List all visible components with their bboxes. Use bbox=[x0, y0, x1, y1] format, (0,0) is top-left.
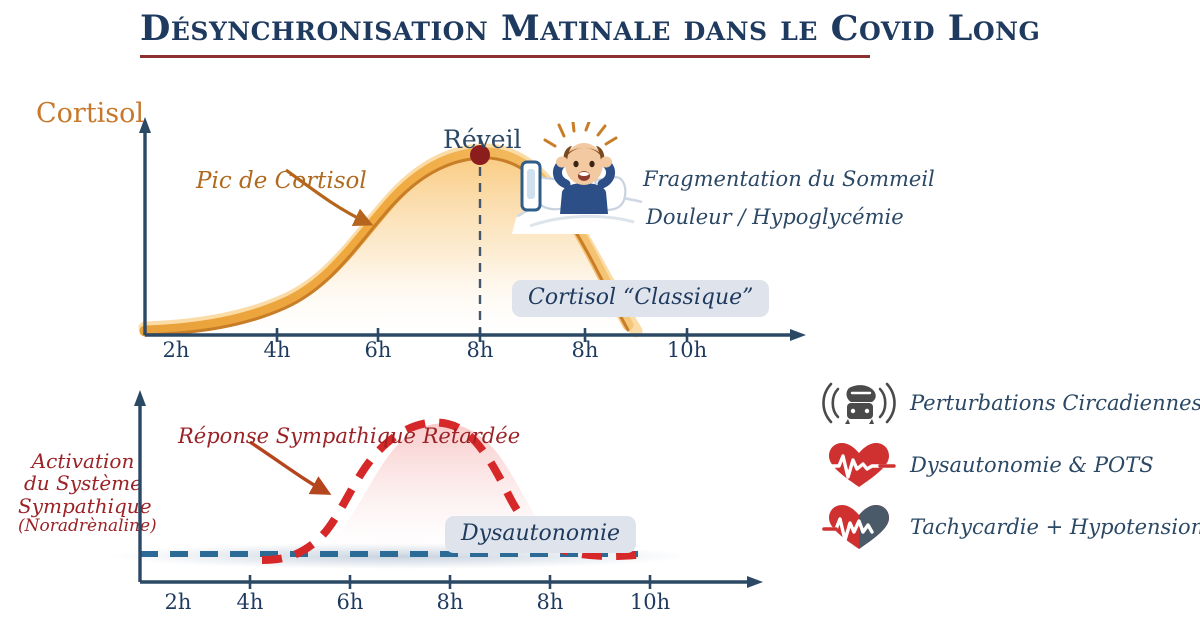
heart-ecg-icon bbox=[820, 439, 898, 491]
heart-two-tone-ecg-icon bbox=[820, 501, 898, 553]
sympathique-y-axis-arrowhead bbox=[134, 390, 146, 406]
sympathique-tick-label-3: 8h bbox=[436, 590, 464, 614]
reveil-annotation: Réveil bbox=[443, 125, 522, 154]
cortisol-x-axis-arrowhead bbox=[790, 329, 806, 341]
legend-label-circadien: Perturbations Circadiennes bbox=[910, 391, 1200, 415]
cortisol-area-fill bbox=[145, 154, 628, 333]
cortisol-x-ticks bbox=[275, 328, 689, 342]
awake-person-in-bed-icon bbox=[512, 122, 644, 234]
title-block: Désynchronisation Matinale dans le Covid… bbox=[140, 8, 1041, 58]
sympathique-x-axis-arrowhead bbox=[747, 576, 763, 588]
reveil-peak-marker bbox=[470, 145, 490, 165]
pic-de-cortisol-annotation: Pic de Cortisol bbox=[196, 168, 367, 194]
sympathique-y-axis-label: Activation du Système Sympathique (Norad… bbox=[18, 449, 157, 537]
legend-item-tachycardie: Tachycardie + Hypotension bbox=[820, 496, 1200, 558]
cortisol-y-axis-arrowhead bbox=[139, 117, 151, 133]
cortisol-classique-badge: Cortisol “Classique” bbox=[512, 280, 770, 317]
pic-cortisol-arrow bbox=[285, 168, 374, 227]
title-underline-rule bbox=[140, 54, 870, 58]
cortisol-chart bbox=[138, 117, 806, 342]
sympathique-tick-label-5: 10h bbox=[629, 590, 671, 614]
sympathique-tick-label-2: 6h bbox=[336, 590, 364, 614]
cortisol-tick-label-5: 10h bbox=[666, 338, 708, 362]
sympathique-response-curve bbox=[261, 418, 649, 564]
sympathique-tick-label-0: 2h bbox=[164, 590, 192, 614]
sympathique-x-ticks bbox=[248, 575, 652, 589]
sympathique-y-axis-line-3: Sympathique bbox=[18, 493, 152, 518]
legend-item-dysautonomie-pots: Dysautonomie & POTS bbox=[820, 434, 1195, 496]
note-douleur-hypoglycemie: Douleur / Hypoglycémie bbox=[646, 205, 904, 229]
cortisol-tick-label-1: 4h bbox=[263, 338, 291, 362]
cortisol-tick-label-2: 6h bbox=[364, 338, 392, 362]
sympathique-y-axis-subtitle: (Noradrènaline) bbox=[18, 516, 157, 537]
legend-label-dysautonomie-pots: Dysautonomie & POTS bbox=[910, 453, 1154, 477]
sympathique-tick-label-4: 8h bbox=[536, 590, 564, 614]
sympathique-y-axis-line-1: Activation bbox=[31, 449, 135, 473]
legend: Perturbations Circadiennes Dysautonomie … bbox=[820, 372, 1200, 558]
sympathique-chart bbox=[110, 390, 763, 589]
cortisol-tick-label-3: 8h bbox=[466, 338, 494, 362]
dysautonomie-badge: Dysautonomie bbox=[445, 516, 637, 553]
reponse-sympathique-annotation: Réponse Sympathique Retardée bbox=[178, 424, 521, 448]
sympathique-area-fill bbox=[290, 423, 640, 556]
page-title: Désynchronisation Matinale dans le Covid… bbox=[140, 8, 1041, 49]
sympathique-y-axis-line-2: du Système bbox=[24, 471, 142, 496]
note-fragmentation-sommeil: Fragmentation du Sommeil bbox=[643, 167, 935, 191]
cortisol-tick-label-4: 8h bbox=[571, 338, 599, 362]
cortisol-y-axis-label: Cortisol bbox=[36, 98, 145, 129]
legend-item-circadien: Perturbations Circadiennes bbox=[820, 372, 1200, 434]
cortisol-tick-label-0: 2h bbox=[162, 338, 190, 362]
legend-label-tachycardie: Tachycardie + Hypotension bbox=[910, 515, 1200, 539]
reponse-sympathique-arrow bbox=[249, 440, 332, 495]
sympathique-tick-label-1: 4h bbox=[236, 590, 264, 614]
alarm-clock-ringing-icon bbox=[820, 379, 898, 427]
